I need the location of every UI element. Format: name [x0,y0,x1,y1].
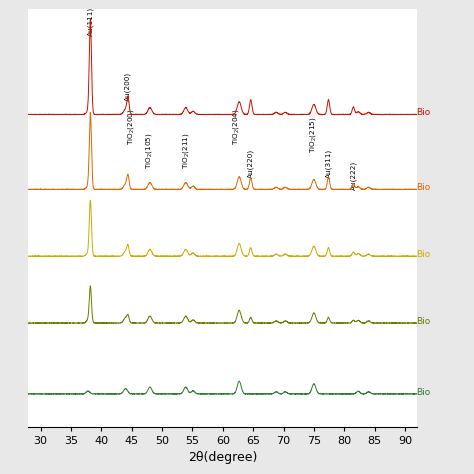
Text: TiO$_2$(215): TiO$_2$(215) [308,117,318,153]
Text: Au(200): Au(200) [125,72,131,100]
Text: Au(111): Au(111) [87,7,94,36]
Text: Bio: Bio [416,388,430,397]
Text: Bio: Bio [416,183,430,192]
Text: Bio: Bio [416,250,430,259]
Text: TiO$_2$(204): TiO$_2$(204) [230,109,240,145]
X-axis label: 2θ(degree): 2θ(degree) [188,451,257,464]
Text: Au(311): Au(311) [326,148,332,178]
Text: Bio: Bio [416,317,430,326]
Text: TiO$_2$(105): TiO$_2$(105) [144,133,154,169]
Text: Au(222): Au(222) [350,161,356,190]
Text: Bio: Bio [416,108,430,117]
Text: Au(220): Au(220) [248,148,254,178]
Text: TiO$_2$(211): TiO$_2$(211) [181,133,191,169]
Text: TiO$_2$(200): TiO$_2$(200) [126,109,136,145]
